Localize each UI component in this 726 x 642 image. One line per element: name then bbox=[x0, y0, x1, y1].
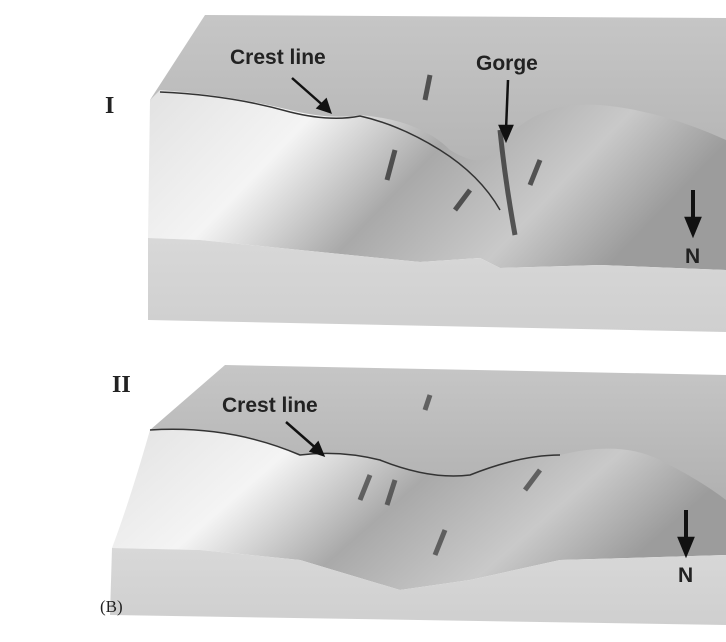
terrain-block bbox=[110, 365, 726, 625]
annotation: Gorge bbox=[476, 52, 538, 75]
terrain-surface bbox=[112, 429, 726, 590]
terrain-surface bbox=[148, 90, 726, 270]
annotation: Crest line bbox=[222, 394, 318, 417]
arrowhead bbox=[308, 440, 326, 458]
arrowhead bbox=[315, 97, 332, 114]
arrow bbox=[504, 79, 510, 131]
arrow bbox=[291, 77, 327, 109]
arrowhead bbox=[498, 124, 514, 144]
crest-ridge bbox=[159, 91, 501, 211]
arrows bbox=[285, 77, 702, 559]
caption: (B) bbox=[100, 597, 123, 616]
panel-label: II bbox=[112, 372, 131, 398]
block-front bbox=[110, 548, 726, 625]
arrowhead bbox=[684, 216, 702, 239]
north-label: N bbox=[678, 564, 693, 587]
panel-label: I bbox=[105, 93, 114, 119]
north-label: N bbox=[685, 245, 700, 268]
annotation: Crest line bbox=[230, 46, 326, 69]
terrain-shadow bbox=[384, 74, 543, 236]
crest-ridge bbox=[149, 428, 561, 477]
arrowhead bbox=[677, 536, 695, 559]
block-front bbox=[148, 238, 726, 332]
arrow bbox=[285, 421, 319, 451]
terrain-shadow bbox=[357, 394, 542, 556]
